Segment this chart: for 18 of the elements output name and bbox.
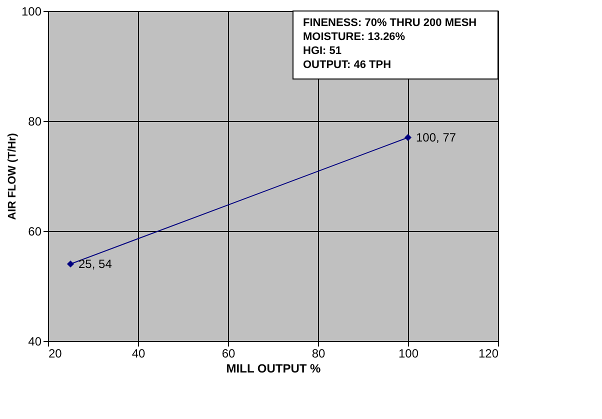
x-tick-label: 60	[222, 346, 236, 360]
y-tick-label: 100	[21, 4, 42, 18]
x-tick-label: 80	[312, 346, 326, 360]
x-tick-label: 100	[398, 346, 419, 360]
annotation: 100, 77	[416, 130, 456, 144]
x-tick-label: 40	[132, 346, 146, 360]
annotation: OUTPUT: 46 TPH	[303, 59, 392, 71]
annotation: MOISTURE: 13.26%	[303, 31, 406, 43]
x-axis-title: MILL OUTPUT %	[226, 362, 322, 376]
annotation: FINENESS: 70% THRU 200 MESH	[303, 17, 477, 29]
y-axis-title: AIR FLOW (T/Hr)	[6, 132, 18, 220]
x-tick-label: 120	[478, 346, 499, 360]
y-tick-label: 80	[28, 114, 42, 128]
annotation: HGI: 51	[303, 45, 342, 57]
y-tick-label: 60	[28, 224, 42, 238]
annotation: 25, 54	[78, 257, 112, 271]
y-tick-label: 40	[28, 334, 42, 348]
x-tick-label: 20	[48, 346, 62, 360]
